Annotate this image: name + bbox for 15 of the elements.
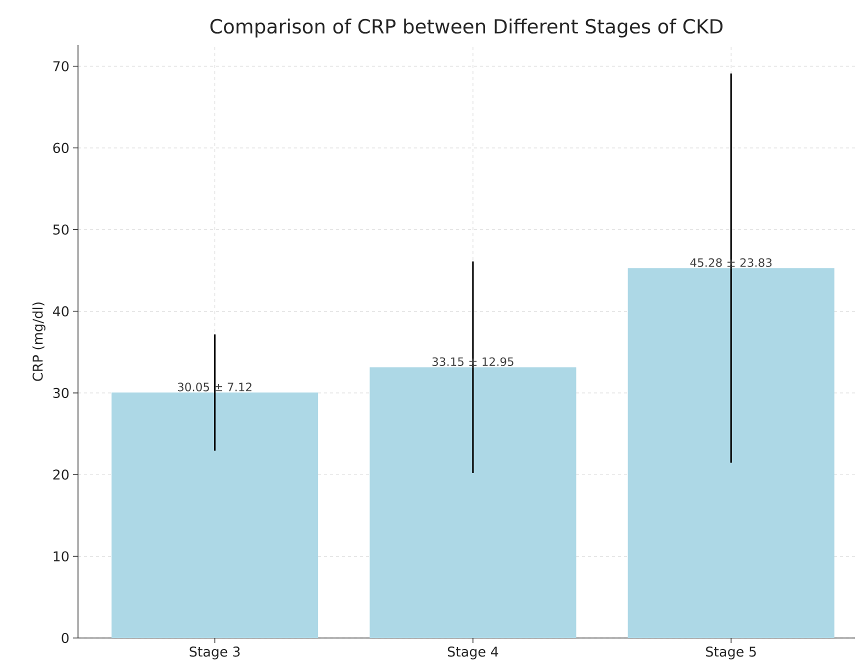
y-tick-label: 70: [53, 61, 69, 72]
x-tick-label: Stage 4: [448, 646, 498, 660]
y-axis-title: CRP (mg/dl): [32, 302, 46, 381]
y-tick-label: 50: [53, 224, 69, 235]
y-tick-label: 20: [53, 470, 69, 480]
y-tick-label: 0: [62, 632, 69, 644]
y-tick-label: 40: [52, 306, 69, 316]
y-tick-label: 60: [53, 142, 69, 154]
chart-title: Comparison of CRP between Different Stages of CKD: [210, 18, 723, 38]
x-tick-label: Stage 3: [190, 646, 240, 660]
x-tick-label: Stage 5: [706, 646, 756, 660]
y-tick-label: 10: [54, 551, 69, 562]
bar: [112, 392, 318, 638]
y-tick-label: 30: [53, 388, 69, 398]
bar: [370, 367, 576, 638]
